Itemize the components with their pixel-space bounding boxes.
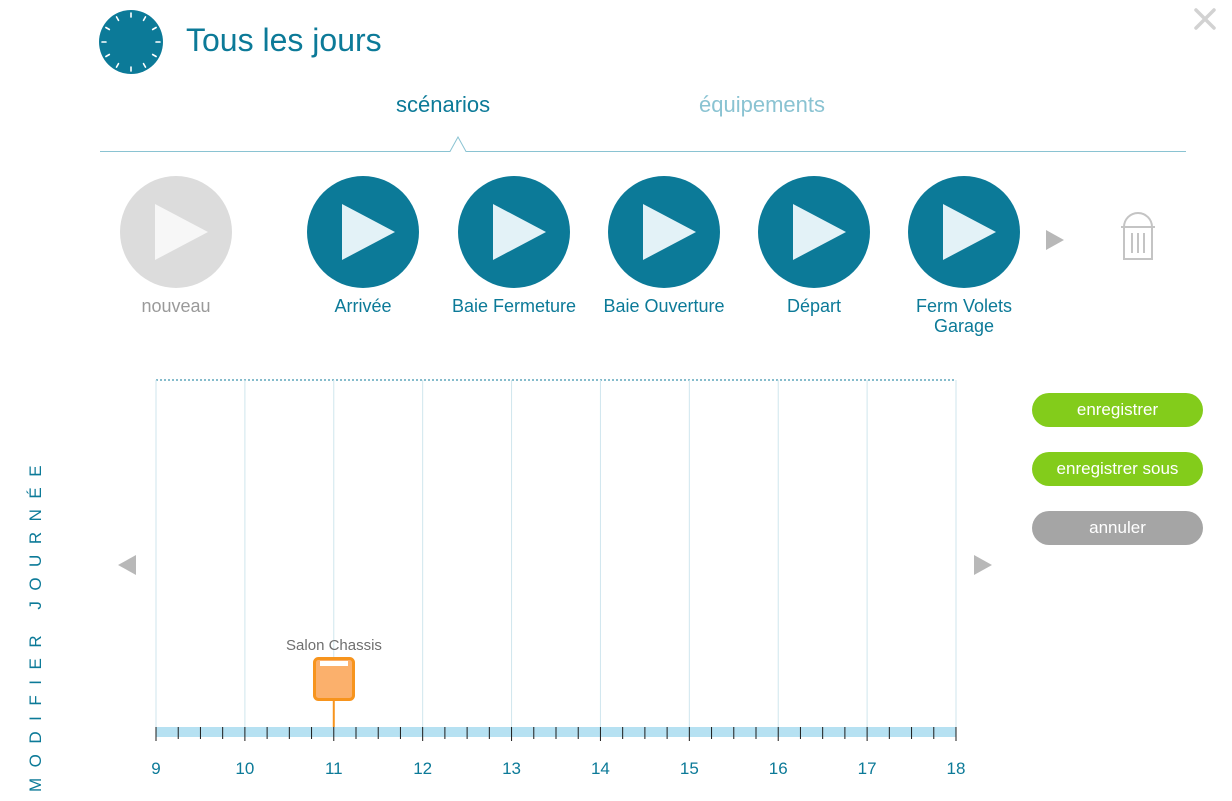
timeline-tick-label: 10 [235, 759, 254, 778]
timeline-tick-label: 16 [769, 759, 788, 778]
tab-scenarios[interactable]: scénarios [396, 92, 491, 117]
new-scenario-button[interactable] [120, 176, 232, 288]
save-button[interactable]: enregistrer [1032, 393, 1203, 427]
event-label: Salon Chassis [286, 637, 382, 654]
scenarios-next-arrow-icon[interactable] [1044, 228, 1066, 252]
timeline-tick-label: 13 [502, 759, 521, 778]
timeline-tick-label: 12 [413, 759, 432, 778]
scenario-play-ferm-volets-garage[interactable] [908, 176, 1020, 288]
timeline-prev-arrow-icon[interactable] [116, 553, 138, 577]
scenario-label-ferm-volets-garage: Ferm Volets Garage [915, 296, 1013, 336]
scenario-label-baie-ouverture: Baie Ouverture [603, 296, 725, 316]
timeline-next-arrow-icon[interactable] [972, 553, 994, 577]
timeline-tick-label: 11 [325, 759, 343, 778]
trash-icon[interactable] [1120, 209, 1156, 263]
scenario-play-depart[interactable] [758, 176, 870, 288]
scenario-label-nouveau: nouveau [141, 296, 211, 316]
timeline-tick-label: 14 [591, 759, 610, 778]
scenario-play-baie-fermeture[interactable] [458, 176, 570, 288]
timeline-tick-label: 15 [680, 759, 699, 778]
cancel-button[interactable]: annuler [1032, 511, 1203, 545]
side-label-modifier-journee: MODIFIER JOURNÉE [26, 454, 45, 792]
scenario-label-arrivee: Arrivée [334, 296, 392, 316]
timeline-tick-label: 18 [947, 759, 966, 778]
clock-icon [99, 10, 163, 74]
timeline-tick-label: 17 [858, 759, 877, 778]
scenario-label-baie-fermeture: Baie Fermeture [451, 296, 577, 316]
tab-indicator-line [100, 136, 1186, 152]
tab-equipements[interactable]: équipements [699, 92, 825, 117]
scenario-label-depart: Départ [786, 296, 842, 316]
page-title: Tous les jours [186, 22, 382, 58]
scenario-play-arrivee[interactable] [307, 176, 419, 288]
close-icon[interactable] [1190, 4, 1220, 34]
timeline-tick-label: 9 [151, 759, 160, 778]
timeline: 9 10 11 12 13 14 15 16 17 18 [151, 379, 966, 778]
event-marker[interactable] [313, 657, 355, 701]
scenario-play-baie-ouverture[interactable] [608, 176, 720, 288]
save-as-button[interactable]: enregistrer sous [1032, 452, 1203, 486]
